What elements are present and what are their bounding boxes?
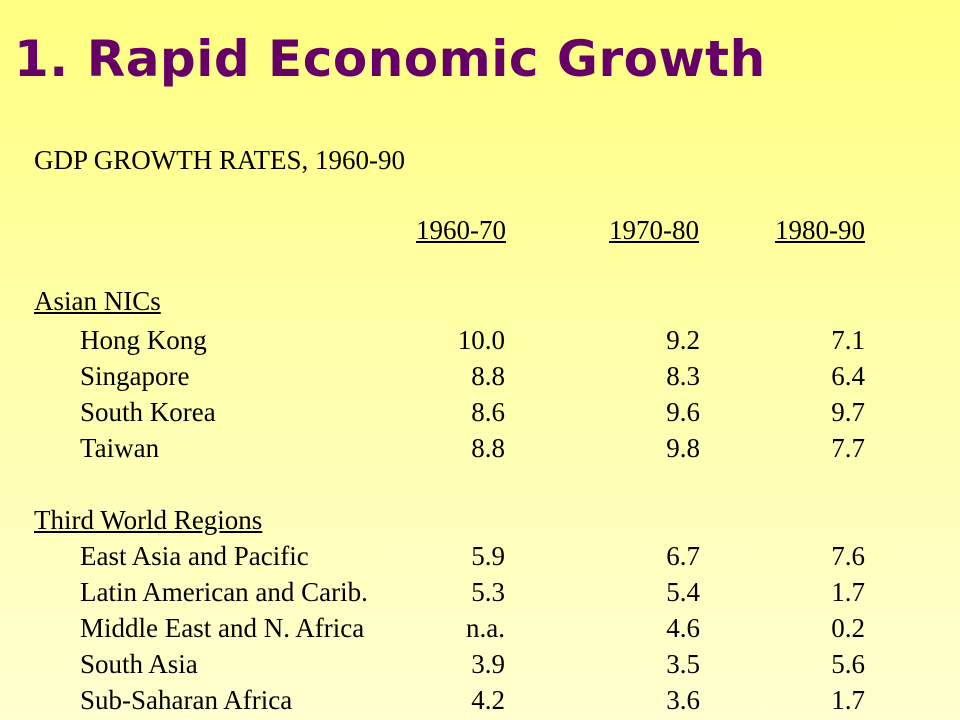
- row-label: Middle East and N. Africa: [80, 613, 365, 643]
- column-header-1960-70: 1960-70: [416, 215, 506, 245]
- row-label: Singapore: [80, 361, 190, 391]
- row-label: South Korea: [80, 397, 216, 427]
- cell-1960-70: 5.9: [471, 541, 505, 571]
- cell-1980-90: 0.2: [831, 613, 865, 643]
- table-heading: GDP GROWTH RATES, 1960-90: [34, 145, 405, 175]
- group-heading-asian-nics: Asian NICs: [34, 286, 161, 316]
- cell-1980-90: 5.6: [831, 649, 865, 679]
- cell-1970-80: 6.7: [666, 541, 700, 571]
- cell-1980-90: 1.7: [831, 685, 865, 715]
- cell-1970-80: 9.2: [666, 325, 700, 355]
- column-header-1980-90: 1980-90: [775, 215, 865, 245]
- cell-1970-80: 9.6: [666, 397, 700, 427]
- cell-1980-90: 7.7: [831, 433, 865, 463]
- row-label: South Asia: [80, 649, 198, 679]
- cell-1970-80: 4.6: [666, 613, 700, 643]
- cell-1980-90: 9.7: [831, 397, 865, 427]
- cell-1970-80: 5.4: [666, 577, 700, 607]
- column-header-1970-80: 1970-80: [609, 215, 699, 245]
- row-label: Sub-Saharan Africa: [80, 685, 293, 715]
- cell-1970-80: 8.3: [666, 361, 700, 391]
- slide-title: 1. Rapid Economic Growth: [14, 30, 766, 88]
- cell-1960-70: 4.2: [471, 685, 505, 715]
- cell-1970-80: 3.5: [666, 649, 700, 679]
- cell-1980-90: 1.7: [831, 577, 865, 607]
- row-label: Latin American and Carib.: [80, 577, 368, 607]
- cell-1960-70: 8.8: [471, 361, 505, 391]
- cell-1980-90: 7.1: [831, 325, 865, 355]
- group-heading-third-world-regions: Third World Regions: [34, 505, 263, 535]
- row-label: Hong Kong: [80, 325, 207, 355]
- cell-1970-80: 9.8: [666, 433, 700, 463]
- cell-1960-70: 10.0: [457, 325, 505, 355]
- cell-1960-70: n.a.: [466, 613, 505, 643]
- cell-1980-90: 7.6: [831, 541, 865, 571]
- cell-1960-70: 8.8: [471, 433, 505, 463]
- cell-1960-70: 3.9: [471, 649, 505, 679]
- cell-1960-70: 8.6: [471, 397, 505, 427]
- cell-1960-70: 5.3: [471, 577, 505, 607]
- cell-1970-80: 3.6: [666, 685, 700, 715]
- row-label: Taiwan: [80, 433, 160, 463]
- cell-1980-90: 6.4: [831, 361, 865, 391]
- row-label: East Asia and Pacific: [80, 541, 309, 571]
